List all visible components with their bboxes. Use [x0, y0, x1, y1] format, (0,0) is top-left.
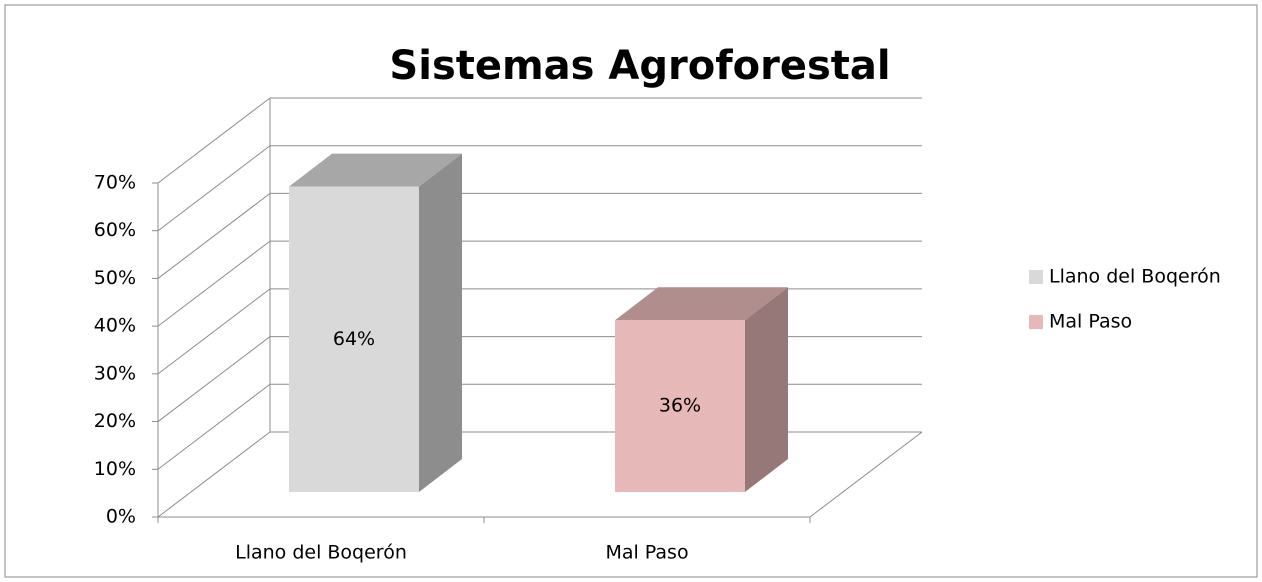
grid-wall-line — [157, 193, 271, 279]
y-tick-label: 30% — [94, 362, 136, 384]
grid-wall-line — [157, 145, 271, 232]
y-tick-label: 50% — [94, 267, 136, 289]
bar — [289, 153, 462, 492]
grid-wall-line — [157, 288, 271, 375]
bar-side — [745, 287, 788, 492]
legend-swatch — [1029, 315, 1043, 329]
bar-front — [615, 320, 745, 492]
grid-wall-line — [157, 336, 271, 422]
y-tick-label: 10% — [94, 458, 136, 480]
y-tick-label: 40% — [94, 315, 136, 337]
y-tick-label: 0% — [106, 506, 136, 528]
x-tick-label: Llano del Boqerón — [235, 542, 407, 564]
y-tick-label: 60% — [94, 219, 136, 241]
legend-label: Mal Paso — [1049, 311, 1132, 333]
floor-right — [809, 431, 923, 518]
bar-front — [289, 186, 419, 492]
bar-top — [289, 153, 462, 187]
value-label: 64% — [333, 328, 375, 350]
y-tick-label: 20% — [94, 410, 136, 432]
legend-label: Llano del Boqerón — [1049, 266, 1221, 288]
grid-wall-line — [157, 240, 271, 327]
bar-top — [615, 287, 788, 321]
y-tick-label: 70% — [94, 172, 136, 194]
bar — [615, 287, 788, 492]
chart-title: Sistemas Agroforestal — [389, 43, 890, 89]
grid-wall-line — [157, 383, 271, 470]
grid-wall-line — [157, 431, 271, 518]
value-label: 36% — [659, 395, 701, 417]
bar-side — [419, 153, 462, 492]
x-tick-label: Mal Paso — [605, 542, 688, 564]
legend-swatch — [1029, 270, 1043, 284]
grid-wall-line — [157, 97, 271, 184]
